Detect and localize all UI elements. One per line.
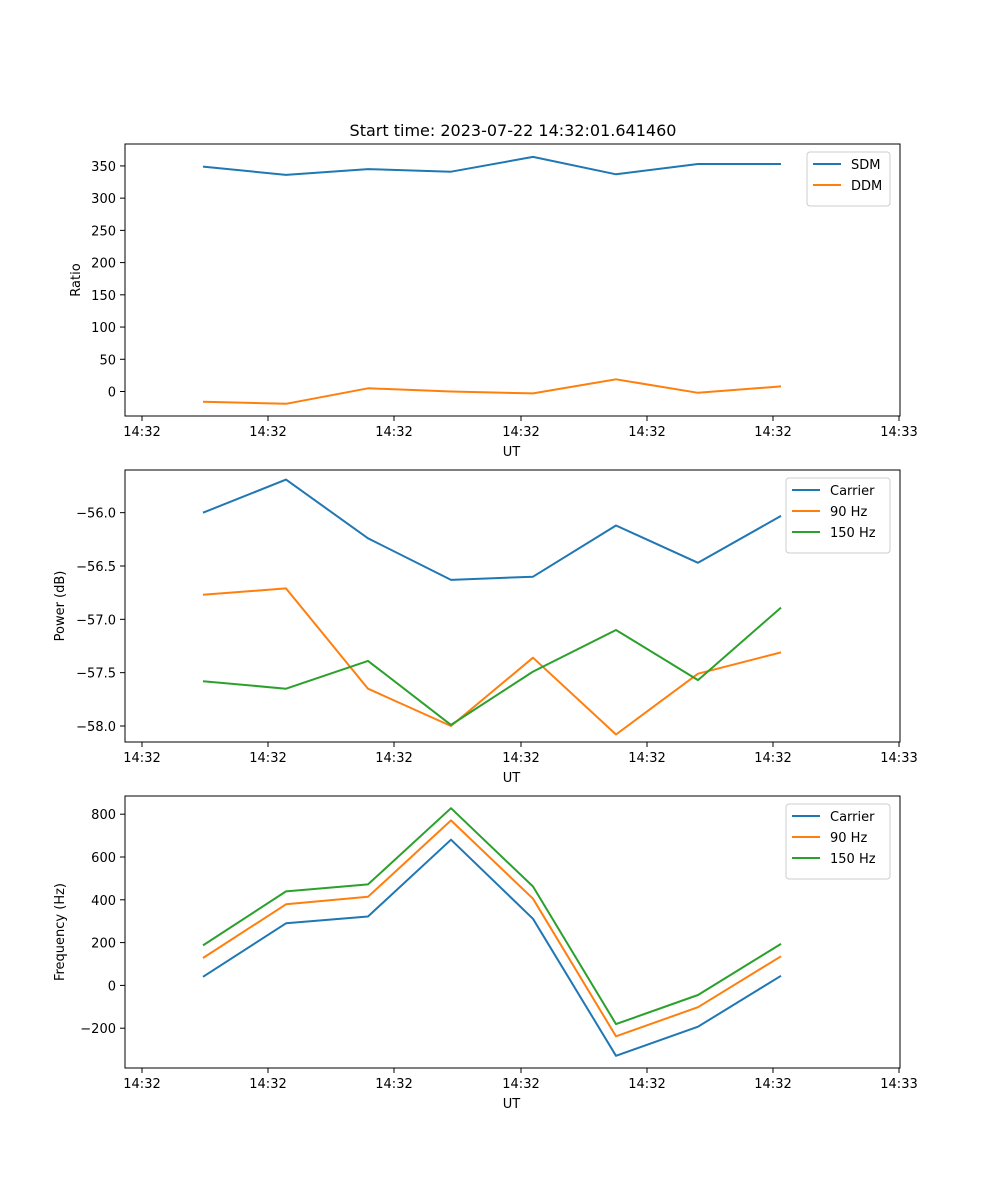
series-line-90-hz — [202, 819, 782, 1038]
y-tick-label: 50 — [99, 353, 116, 368]
x-axis-label: UT — [503, 445, 521, 460]
x-tick-label: 14:32 — [375, 425, 412, 440]
legend-entry-label: 150 Hz — [830, 852, 876, 867]
series-line-90-hz — [202, 587, 782, 736]
legend-entry-label: 90 Hz — [830, 831, 867, 846]
x-tick-label: 14:33 — [880, 425, 917, 440]
y-tick-label: 100 — [91, 321, 116, 336]
x-tick-label: 14:32 — [123, 425, 160, 440]
x-tick-label: 14:32 — [628, 751, 665, 766]
y-tick-label: −58.0 — [76, 720, 116, 735]
legend: SDM DDM — [806, 151, 891, 207]
y-tick-label: 0 — [108, 979, 116, 994]
y-tick-label: 150 — [91, 289, 116, 304]
series-line-150-hz — [202, 606, 782, 726]
y-tick-label: 400 — [91, 894, 116, 909]
series-line-ddm — [202, 378, 782, 405]
legend-box — [785, 477, 891, 554]
x-tick-label: 14:32 — [754, 425, 791, 440]
y-tick-label: 250 — [91, 224, 116, 239]
x-tick-label: 14:32 — [502, 425, 539, 440]
x-axis-label: UT — [503, 1097, 521, 1112]
x-tick-label: 14:32 — [249, 751, 286, 766]
legend-entry-label: DDM — [851, 179, 882, 194]
legend: Carrier 90 Hz 150 Hz — [785, 477, 891, 554]
legend-entry-label: 90 Hz — [830, 505, 867, 520]
series-line-sdm — [202, 155, 781, 176]
series-line-150-hz — [202, 807, 782, 1026]
series-line-carrier — [202, 838, 782, 1057]
plot-frame — [124, 143, 901, 417]
series-line-carrier — [202, 478, 782, 581]
y-axis-label: Frequency (Hz) — [53, 883, 68, 981]
x-tick-label: 14:32 — [502, 1077, 539, 1092]
legend-box — [785, 803, 891, 880]
y-axis-label: Power (dB) — [53, 571, 68, 642]
x-tick-label: 14:32 — [502, 751, 539, 766]
x-tick-label: 14:32 — [628, 1077, 665, 1092]
y-tick-label: 800 — [91, 808, 116, 823]
chart-panels: 14:32 14:32 14:32 14:32 14:32 14:32 14:33 0 50 10… — [53, 143, 918, 1112]
figure-title: Start time: 2023-07-22 14:32:01.641460 — [350, 121, 677, 140]
y-tick-label: 200 — [91, 937, 116, 952]
x-tick-label: 14:32 — [123, 751, 160, 766]
legend-entry-label: Carrier — [830, 484, 875, 499]
y-tick-label: 300 — [91, 192, 116, 207]
legend-entry-label: SDM — [851, 158, 880, 173]
y-tick-label: −57.0 — [76, 613, 116, 628]
y-tick-label: 600 — [91, 851, 116, 866]
y-tick-label: −56.5 — [76, 560, 116, 575]
x-tick-label: 14:32 — [123, 1077, 160, 1092]
x-tick-label: 14:32 — [249, 1077, 286, 1092]
chart-panel-3: 14:32 14:32 14:32 14:32 14:32 14:32 14:33 −200 0… — [53, 795, 918, 1112]
x-tick-label: 14:32 — [628, 425, 665, 440]
x-tick-label: 14:32 — [754, 751, 791, 766]
y-axis-label: Ratio — [69, 263, 84, 296]
y-tick-label: 200 — [91, 257, 116, 272]
x-axis-label: UT — [503, 771, 521, 786]
plot-frame — [124, 469, 901, 743]
x-tick-label: 14:32 — [754, 1077, 791, 1092]
chart-panel-2: 14:32 14:32 14:32 14:32 14:32 14:32 14:33 −56.0… — [53, 469, 918, 786]
y-tick-label: −57.5 — [76, 667, 116, 682]
legend-box — [806, 151, 891, 207]
x-tick-label: 14:33 — [880, 751, 917, 766]
x-tick-label: 14:33 — [880, 1077, 917, 1092]
y-tick-label: −200 — [80, 1022, 116, 1037]
x-tick-label: 14:32 — [375, 751, 412, 766]
y-tick-label: −56.0 — [76, 507, 116, 522]
chart-panel-1: 14:32 14:32 14:32 14:32 14:32 14:32 14:33 0 50 10… — [69, 143, 918, 460]
x-tick-label: 14:32 — [375, 1077, 412, 1092]
legend-entry-label: 150 Hz — [830, 526, 876, 541]
x-tick-label: 14:32 — [249, 425, 286, 440]
legend: Carrier 90 Hz 150 Hz — [785, 803, 891, 880]
y-tick-label: 0 — [108, 386, 116, 401]
plot-frame — [124, 795, 901, 1069]
legend-entry-label: Carrier — [830, 810, 875, 825]
y-tick-label: 350 — [91, 160, 116, 175]
